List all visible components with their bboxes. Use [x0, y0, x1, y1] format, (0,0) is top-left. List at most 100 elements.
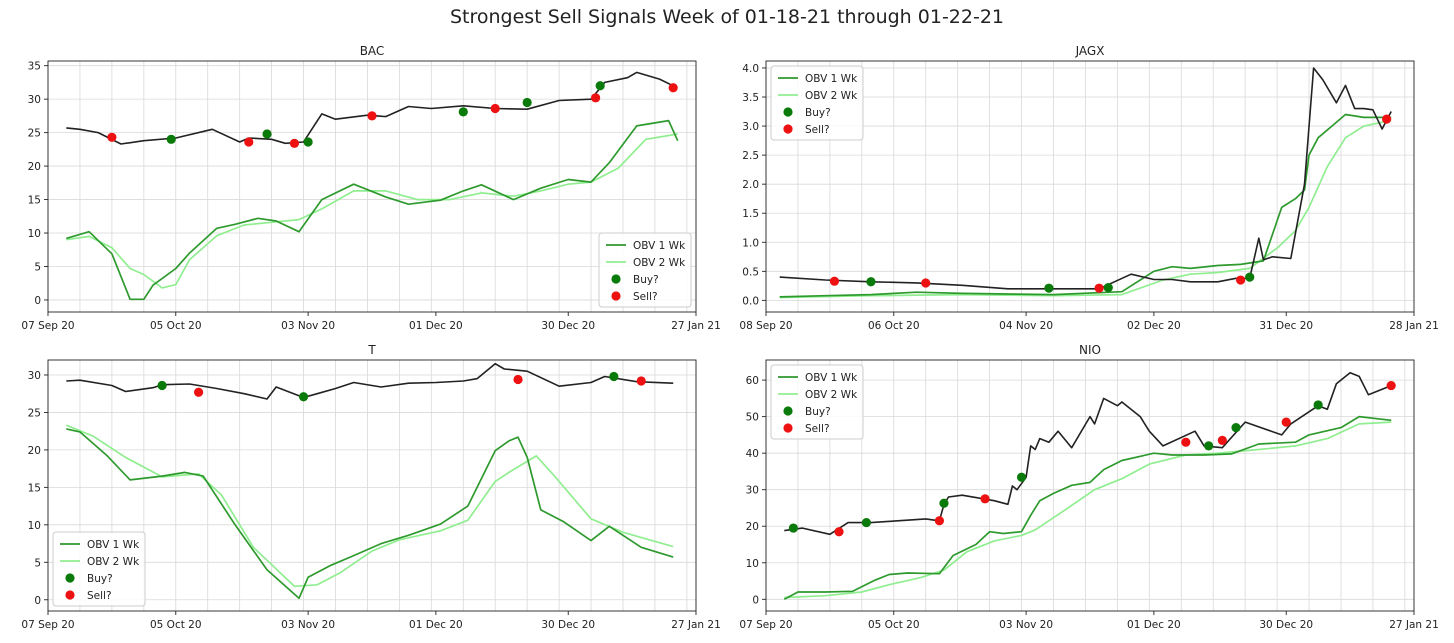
x-tick-label: 30 Dec 20: [1259, 619, 1313, 631]
y-tick-label: 2.5: [742, 150, 759, 162]
buy-signal-point: [939, 498, 949, 508]
sell-signal-point: [1094, 283, 1104, 293]
y-tick-label: 20: [28, 161, 41, 173]
sell-signal-point: [513, 374, 523, 385]
buy-signal-point: [1231, 422, 1241, 433]
series-line-obv1: [783, 415, 1392, 601]
x-tick-label: 08 Sep 20: [739, 320, 792, 332]
y-tick-label: 5: [34, 557, 41, 569]
x-tick-label: 28 Jan 21: [1389, 320, 1439, 332]
sell-signal-point: [1181, 437, 1191, 447]
subplot-title: BAC: [360, 44, 385, 58]
x-tick-label: 01 Dec 20: [409, 619, 463, 631]
legend-swatch-sell: [783, 124, 793, 134]
buy-signal-point: [866, 277, 876, 287]
x-tick-label: 27 Jan 21: [671, 320, 721, 332]
y-tick-label: 30: [746, 485, 759, 497]
x-tick-label: 02 Dec 20: [1127, 320, 1181, 332]
buy-signal-point: [1044, 283, 1054, 293]
y-tick-label: 5: [34, 261, 41, 273]
x-tick-label: 05 Oct 20: [150, 619, 202, 631]
sell-signal-point: [107, 132, 117, 142]
sell-signal-point: [1386, 380, 1396, 391]
y-tick-label: 10: [28, 228, 41, 240]
sell-signal-point: [1217, 435, 1227, 445]
x-tick-label: 07 Sep 20: [21, 320, 74, 332]
sell-signal-point: [289, 138, 300, 148]
chart-panel-nio: 0 10 20 30 40 50 60 07 Sep 20 05 Oct 20 03 Nov 20…: [739, 343, 1438, 631]
legend-swatch-buy: [783, 107, 793, 117]
sell-signal-point: [1235, 275, 1246, 285]
buy-signal-point: [1204, 441, 1214, 451]
buy-signal-point: [609, 371, 619, 382]
y-tick-label: 2.0: [742, 179, 759, 191]
buy-signal-point: [298, 392, 309, 402]
y-tick-label: 50: [746, 412, 759, 424]
x-tick-label: 06 Oct 20: [868, 320, 920, 332]
chart-panel-t: 0 5 10 15 20 25 30 07 Sep 20 05 Oct 20 03 Nov 20 0…: [21, 343, 720, 631]
sell-signal-point: [193, 387, 204, 397]
y-tick-label: 10: [746, 558, 759, 570]
legend-label: Sell?: [633, 291, 658, 303]
legend: OBV 1 Wk OBV 2 Wk Buy? Sell?: [770, 364, 864, 440]
x-tick-label: 27 Jan 21: [671, 619, 721, 631]
y-tick-label: 40: [746, 448, 759, 460]
x-tick-label: 01 Dec 20: [409, 320, 463, 332]
y-tick-label: 15: [28, 195, 41, 207]
sell-signal-point: [921, 278, 931, 288]
y-tick-label: 1.5: [742, 208, 759, 220]
y-tick-label: 0: [34, 295, 41, 307]
sell-signal-point: [1382, 114, 1392, 124]
figure-title: Strongest Sell Signals Week of 01-18-21 …: [449, 6, 1005, 28]
sell-signal-point: [980, 494, 990, 504]
legend-box: [598, 232, 692, 308]
series-line-price: [66, 362, 674, 400]
series-line-price: [66, 71, 674, 145]
series-line-obv2: [66, 133, 678, 289]
y-tick-label: 1.0: [742, 237, 759, 249]
legend-swatch-buy: [611, 274, 621, 284]
legend-label: OBV 2 Wk: [805, 389, 858, 401]
legend-label: OBV 2 Wk: [805, 90, 858, 102]
legend-label: OBV 2 Wk: [87, 556, 140, 568]
y-tick-label: 0: [752, 594, 759, 606]
legend-label: OBV 2 Wk: [633, 257, 686, 269]
x-tick-label: 30 Dec 20: [541, 320, 595, 332]
buy-signal-point: [1313, 400, 1323, 410]
sell-signal-point: [636, 376, 646, 386]
y-tick-label: 35: [28, 61, 41, 73]
sell-signal-point: [829, 276, 840, 286]
series-line-obv2: [65, 424, 674, 588]
sell-signal-point: [244, 137, 254, 147]
chart-panel-bac: 0 5 10 15 20 25 30 35 07 Sep 20 05 Oct 20 03 Nov 2…: [21, 44, 720, 332]
legend-label: Buy?: [805, 107, 831, 119]
buy-signal-point: [861, 517, 871, 528]
series-line-obv1: [66, 119, 679, 301]
plot-frame: [765, 60, 1415, 313]
sell-signal-point: [934, 516, 945, 526]
x-tick-label: 30 Dec 20: [541, 619, 595, 631]
buy-signal-point: [166, 134, 176, 144]
plot-frame: [47, 359, 697, 612]
grid: [47, 360, 696, 611]
legend-label: OBV 1 Wk: [805, 372, 858, 384]
x-tick-label: 05 Oct 20: [868, 619, 920, 631]
buy-signal-point: [1245, 272, 1255, 282]
legend-label: Sell?: [805, 124, 830, 136]
sell-signal-point: [668, 83, 678, 93]
buy-signal-point: [1103, 282, 1113, 293]
series-line-obv1: [779, 113, 1392, 298]
subplot-title: NIO: [1079, 343, 1101, 357]
y-tick-label: 4.0: [742, 63, 759, 75]
legend-box: [770, 65, 864, 141]
y-tick-label: 10: [28, 520, 41, 532]
legend-label: OBV 1 Wk: [805, 73, 858, 85]
legend-label: OBV 1 Wk: [633, 240, 686, 252]
legend-box: [52, 531, 146, 607]
x-tick-label: 05 Oct 20: [150, 320, 202, 332]
plot-frame: [765, 359, 1415, 612]
x-tick-label: 07 Sep 20: [739, 619, 792, 631]
y-tick-label: 25: [28, 128, 41, 140]
x-tick-label: 31 Dec 20: [1259, 320, 1313, 332]
legend-label: Buy?: [633, 274, 659, 286]
